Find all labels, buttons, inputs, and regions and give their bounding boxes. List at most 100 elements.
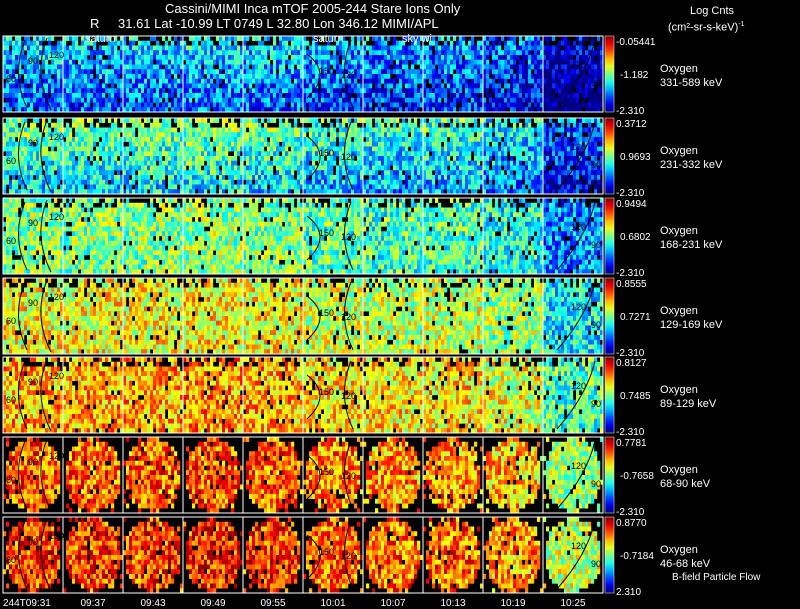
- ena-image-r4-c3: [123, 278, 184, 355]
- pitch-label: 150: [319, 228, 334, 238]
- species-label: Oxygen: [660, 63, 698, 75]
- pitch-label: 90: [28, 377, 38, 387]
- pitch-contour: [306, 215, 321, 261]
- pitch-label: 120: [571, 541, 586, 551]
- ena-image-r2-c2: [63, 118, 124, 195]
- energy-label: 168-231 keV: [660, 239, 723, 251]
- saturn-label-2: saturn: [313, 33, 344, 45]
- colorbar-min-label: -2.310: [616, 427, 645, 438]
- energy-label: 89-129 keV: [660, 398, 717, 410]
- ena-image-r3-c6: [303, 198, 364, 275]
- ena-image-r1-c10: [543, 36, 604, 113]
- colorbar-mid-label: -1.182: [620, 70, 649, 81]
- pitch-label: 120: [341, 232, 356, 242]
- energy-label: 46-68 keV: [660, 558, 711, 570]
- pitch-label: 120: [571, 302, 586, 312]
- pitch-contour: [306, 53, 321, 99]
- pitch-contour: [40, 199, 52, 273]
- ena-image-r1-c3: [123, 36, 184, 113]
- pitch-label: 120: [49, 371, 64, 381]
- pitch-label: 150: [319, 308, 334, 318]
- panel-border: [542, 197, 604, 275]
- pitch-label: 90: [591, 479, 601, 489]
- x-tick-label: 10:07: [380, 598, 405, 609]
- ena-image-r7-c9: [483, 517, 544, 594]
- species-label: Oxygen: [660, 544, 698, 556]
- pitch-contour: [17, 39, 28, 109]
- pitch-contour: [40, 438, 52, 512]
- pitch-label: 60: [6, 156, 16, 166]
- pitch-label: 90: [28, 138, 38, 148]
- colorbar-title: Log Cnts: [690, 5, 735, 17]
- pitch-label: 90: [28, 537, 38, 547]
- pitch-label: 120: [49, 212, 64, 222]
- pitch-contour: [306, 374, 321, 420]
- x-tick-label: 09:43: [140, 598, 165, 609]
- colorbar-max-label: 0.8555: [616, 279, 647, 290]
- x-tick-label: 09:55: [260, 598, 285, 609]
- orbit-subtitle: 31.61 Lat -10.99 LT 0749 L 32.80 Lon 346…: [118, 16, 439, 31]
- pitch-contour: [40, 358, 52, 432]
- ena-image-r3-c2: [63, 198, 124, 275]
- colorbar-mid-label: 0.7485: [620, 391, 651, 402]
- pitch-contour: [556, 121, 596, 191]
- ena-image-r4-c2: [63, 278, 124, 355]
- x-tick-label: 09:49: [200, 598, 225, 609]
- ena-image-r6-c9: [483, 437, 544, 514]
- pitch-contour: [343, 360, 354, 430]
- pitch-contour: [306, 454, 321, 500]
- pitch-contour: [17, 440, 28, 510]
- pitch-label: 120: [571, 381, 586, 391]
- ena-image-r6-c10: [543, 437, 604, 514]
- pitch-label: 120: [571, 60, 586, 70]
- ena-image-r1-c2: [63, 36, 124, 113]
- ena-image-r3-c3: [123, 198, 184, 275]
- panel-border: [542, 356, 604, 434]
- energy-label: 68-90 keV: [660, 478, 711, 490]
- ena-image-r7-c2: [63, 517, 124, 594]
- pitch-label: 120: [49, 451, 64, 461]
- colorbar-max-label: 0.8770: [616, 518, 647, 529]
- pitch-label: 150: [319, 66, 334, 76]
- pitch-label: 120: [571, 461, 586, 471]
- colorbar-mid-label: 0.7271: [620, 312, 651, 323]
- pitch-label: 120: [49, 50, 64, 60]
- pitch-label: 90: [591, 160, 601, 170]
- chart-title: Cassini/MIMI Inca mTOF 2005-244 Stare Io…: [165, 1, 461, 16]
- pitch-label: 120: [49, 132, 64, 142]
- energy-label: 129-169 keV: [660, 319, 723, 331]
- pitch-label: 90: [591, 399, 601, 409]
- colorbar-r7: [604, 516, 615, 594]
- pitch-contour: [343, 281, 354, 351]
- ena-image-r2-c8: [423, 118, 484, 195]
- ena-image-r1-c7: [363, 36, 424, 113]
- pitch-label: 60: [6, 475, 16, 485]
- ena-image-r7-c8: [423, 517, 484, 594]
- panel-border: [542, 516, 604, 594]
- pitch-label: 90: [591, 320, 601, 330]
- colorbar-r6: [604, 436, 615, 514]
- colorbar-r2: [604, 117, 615, 195]
- pitch-label: 60: [6, 316, 16, 326]
- pitch-contour: [556, 520, 596, 590]
- pitch-label: 120: [341, 471, 356, 481]
- ena-image-r2-c1: [3, 118, 64, 195]
- pitch-label: 120: [341, 391, 356, 401]
- ena-image-r5-c7: [363, 357, 424, 434]
- species-label: Oxygen: [660, 384, 698, 396]
- pitch-contour: [343, 39, 354, 109]
- pitch-label: 60: [6, 74, 16, 84]
- ena-image-r7-c10: [543, 517, 601, 594]
- ena-image-r2-c9: [483, 118, 544, 195]
- pitch-label: 90: [591, 559, 601, 569]
- colorbar-r1: [604, 35, 615, 113]
- species-label: Oxygen: [660, 225, 698, 237]
- colorbar-mid-label: 0.6802: [620, 232, 651, 243]
- colorbar-min-label: -2.310: [616, 348, 645, 359]
- colorbar-max-label: 0.3712: [616, 119, 647, 130]
- x-tick-label: 10:25: [560, 598, 585, 609]
- ena-image-r3-c10: [543, 198, 604, 275]
- pitch-contour: [556, 440, 596, 510]
- pitch-contour: [556, 201, 596, 271]
